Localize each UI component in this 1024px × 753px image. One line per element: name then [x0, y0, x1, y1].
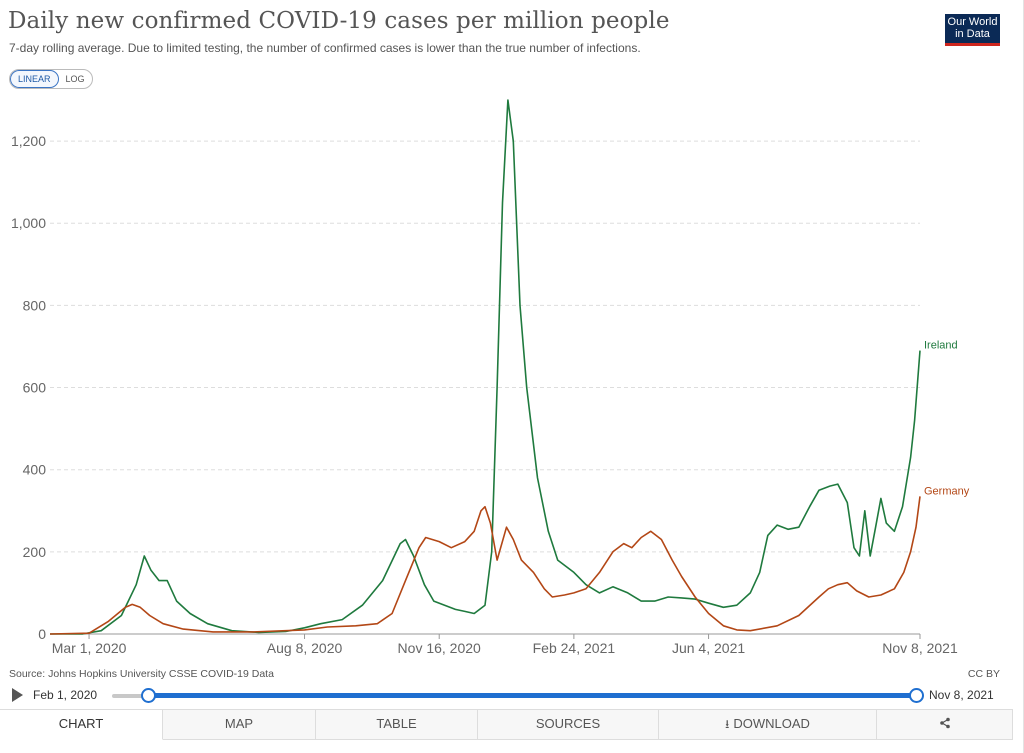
tab-map[interactable]: MAP: [163, 710, 316, 740]
timeline-start-label: Feb 1, 2020: [33, 688, 98, 702]
y-tick-label: 1,200: [11, 133, 46, 149]
tab-bar: CHART MAP TABLE SOURCES ⭳ DOWNLOAD: [0, 709, 1013, 740]
scale-toggle: LINEAR LOG: [9, 69, 93, 89]
timeline: Feb 1, 2020 Nov 8, 2021: [0, 684, 1024, 706]
download-icon: ⭳: [725, 717, 730, 731]
y-tick-label: 200: [23, 544, 47, 560]
series-label-germany: Germany: [924, 485, 970, 497]
timeline-end-label: Nov 8, 2021: [929, 688, 994, 702]
y-tick-label: 400: [23, 462, 47, 478]
y-tick-label: 600: [23, 380, 47, 396]
tab-sources[interactable]: SOURCES: [478, 710, 659, 740]
series-line-ireland: [50, 99, 921, 635]
chart-subtitle: 7-day rolling average. Due to limited te…: [9, 41, 641, 55]
timeline-selected-range: [147, 693, 917, 698]
tab-download[interactable]: ⭳ DOWNLOAD: [659, 710, 877, 740]
x-tick-label: Nov 16, 2020: [398, 640, 481, 656]
series-lines: [49, 99, 921, 635]
timeline-end-handle[interactable]: [909, 688, 924, 703]
series-line-germany: [49, 496, 921, 635]
series-labels: Ireland Germany: [924, 340, 970, 498]
tab-chart[interactable]: CHART: [0, 710, 163, 740]
tab-share[interactable]: [877, 710, 1013, 740]
gridlines: [50, 140, 920, 635]
tab-table[interactable]: TABLE: [316, 710, 478, 740]
x-tick-label: Jun 4, 2021: [672, 640, 745, 656]
y-tick-label: 0: [38, 626, 46, 642]
x-tick-label: Nov 8, 2021: [882, 640, 958, 656]
series-label-ireland: Ireland: [924, 340, 958, 352]
x-tick-label: Feb 24, 2021: [533, 640, 616, 656]
owid-logo[interactable]: Our World in Data: [945, 14, 1000, 46]
chart-title: Daily new confirmed COVID-19 cases per m…: [8, 8, 670, 34]
logo-line2: in Data: [955, 28, 990, 40]
tab-download-label: DOWNLOAD: [733, 716, 810, 731]
y-tick-label: 800: [23, 297, 47, 313]
x-tick-label: Mar 1, 2020: [52, 640, 127, 656]
timeline-start-handle[interactable]: [141, 688, 156, 703]
line-chart: 0 200 400 600 800 1,000 1,200 Mar 1, 2020 Aug 8…: [11, 99, 970, 656]
source-note[interactable]: Source: Johns Hopkins University CSSE CO…: [9, 668, 274, 680]
license-link[interactable]: CC BY: [967, 668, 1000, 680]
linear-scale-button[interactable]: LINEAR: [10, 70, 59, 88]
play-icon[interactable]: [12, 688, 23, 702]
logo-line1: Our World: [947, 16, 998, 28]
y-tick-label: 1,000: [11, 215, 46, 231]
share-icon: [939, 717, 950, 729]
x-tick-label: Aug 8, 2020: [267, 640, 343, 656]
x-axis: Mar 1, 2020 Aug 8, 2020 Nov 16, 2020 Feb 24…: [52, 634, 958, 656]
y-axis: 0 200 400 600 800 1,000 1,200: [11, 133, 46, 642]
log-scale-button[interactable]: LOG: [65, 74, 85, 84]
